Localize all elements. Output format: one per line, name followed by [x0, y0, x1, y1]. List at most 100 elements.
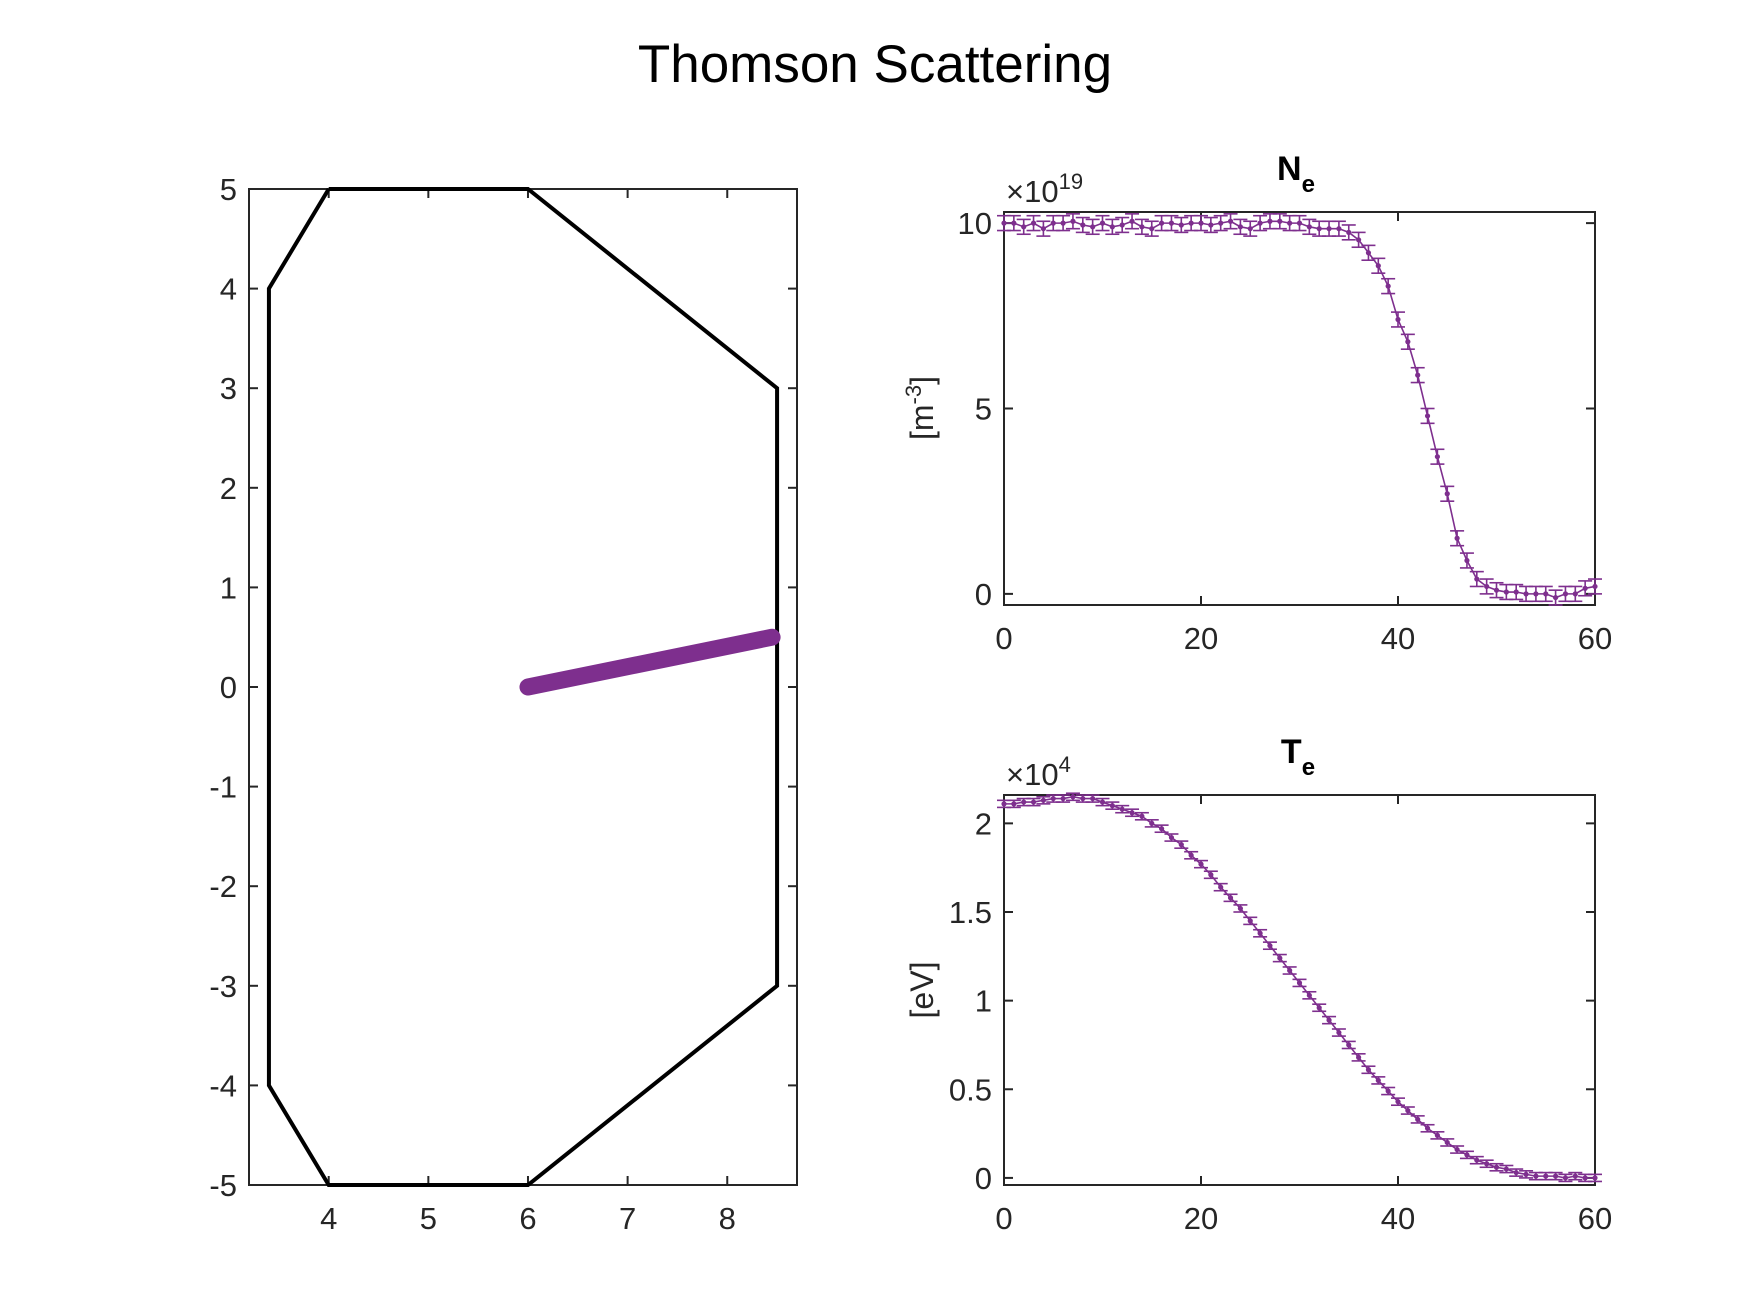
ne-marker: [1257, 220, 1263, 226]
te-marker: [1543, 1173, 1549, 1179]
te-data-point: [1400, 1106, 1415, 1115]
geometry-y-tick-label: 3: [220, 371, 237, 406]
te-data-point: [1568, 1171, 1583, 1181]
te-data-point: [1558, 1173, 1573, 1183]
te-marker: [1444, 1139, 1450, 1146]
te-marker: [1395, 1099, 1401, 1105]
te-exponent-power: 4: [1059, 752, 1071, 777]
te-data-point: [1065, 792, 1080, 802]
te-data-point: [1125, 808, 1140, 818]
te-data-point: [1006, 799, 1021, 809]
ne-data-point: [1509, 583, 1524, 601]
te-marker: [1227, 895, 1234, 901]
te-data-point: [1381, 1086, 1396, 1096]
figure-title: Thomson Scattering: [638, 35, 1112, 94]
ne-y-tick-label: 10: [958, 206, 992, 241]
te-marker: [1267, 943, 1273, 949]
ne-marker: [1247, 226, 1253, 232]
ne-data-point: [1203, 216, 1218, 234]
vessel-outline-line: [266, 187, 780, 1187]
te-data-point: [1115, 804, 1130, 814]
te-data-point: [1548, 1171, 1563, 1181]
ne-data-point: [1026, 214, 1041, 232]
te-data-point: [1085, 794, 1100, 803]
te-marker: [1247, 918, 1253, 924]
ne-marker: [1582, 585, 1588, 591]
te-y-axis-label: [eV]: [904, 962, 940, 1019]
geometry-y-tick-label: 1: [220, 570, 237, 605]
ne-marker: [1572, 591, 1578, 597]
ne-data-point: [1253, 214, 1268, 232]
te-marker: [1287, 967, 1293, 974]
ne-data-point: [1459, 552, 1474, 569]
te-marker: [1040, 797, 1046, 803]
ne-marker: [1464, 557, 1470, 564]
te-marker: [1592, 1175, 1598, 1181]
te-x-tick-label: 20: [1184, 1201, 1218, 1236]
te-marker: [1218, 884, 1224, 890]
ne-data-point: [1351, 231, 1366, 249]
te-marker: [1090, 795, 1096, 802]
te-data-point: [1144, 819, 1159, 828]
te-data-point: [1292, 978, 1307, 988]
ne-marker: [1168, 220, 1175, 226]
te-data-point: [1322, 1015, 1337, 1025]
te-data-point: [1164, 833, 1179, 842]
te-marker: [1109, 803, 1115, 809]
te-data-point: [1341, 1040, 1356, 1050]
ne-data-point: [1272, 213, 1287, 230]
ne-marker: [1277, 218, 1283, 224]
te-marker: [1572, 1173, 1578, 1179]
te-data-point: [1194, 859, 1208, 869]
te-marker: [1326, 1017, 1332, 1023]
ne-plot: 0 20 40 60 10 5 0 Ne ×1019 [m-3]: [901, 150, 1612, 656]
ne-marker: [1306, 224, 1312, 230]
te-marker: [1415, 1116, 1421, 1123]
geometry-y-tick-label: -3: [209, 969, 237, 1004]
te-data-point: [1174, 840, 1189, 849]
te-marker: [1168, 834, 1175, 841]
te-data-point: [1519, 1170, 1534, 1179]
ne-data-point: [1144, 220, 1159, 237]
ne-data-point: [1568, 585, 1583, 603]
te-data-point: [1509, 1168, 1524, 1177]
ne-marker: [1543, 591, 1549, 597]
ne-marker: [1296, 220, 1303, 226]
te-title-main: T: [1281, 733, 1302, 771]
te-marker: [1060, 795, 1066, 802]
ne-title-subscript: e: [1302, 171, 1315, 198]
ne-x-tick-label: 60: [1578, 621, 1612, 656]
te-marker: [1365, 1067, 1372, 1073]
te-data-point: [1213, 882, 1228, 892]
te-marker: [1424, 1125, 1431, 1131]
te-x-tick-label: 0: [995, 1201, 1012, 1236]
te-marker: [1296, 980, 1303, 986]
te-data-point: [1095, 797, 1110, 807]
ne-data-point: [1538, 585, 1553, 603]
ne-data-point: [1125, 213, 1140, 230]
ne-plot-title: Ne: [1277, 150, 1315, 198]
te-data-point: [1154, 824, 1169, 834]
ne-marker: [1080, 222, 1086, 228]
te-plot-frame: [1003, 794, 1596, 1186]
te-marker: [1080, 795, 1086, 802]
ne-marker: [1109, 224, 1115, 230]
ne-data-point: [1233, 218, 1248, 236]
geometry-x-tick-label: 6: [519, 1201, 536, 1236]
ne-marker: [1218, 220, 1224, 226]
te-marker: [1198, 861, 1204, 867]
ne-marker: [1188, 220, 1194, 226]
te-data-point: [1588, 1173, 1602, 1183]
ne-marker: [1395, 316, 1401, 323]
te-data-point: [1312, 1003, 1327, 1013]
geometry-y-tick-label: 2: [220, 471, 237, 506]
ne-marker: [1090, 224, 1096, 230]
ne-data-point: [1085, 218, 1100, 236]
ne-marker: [1267, 218, 1273, 224]
ne-marker: [1040, 226, 1046, 232]
te-marker: [1405, 1107, 1411, 1114]
ne-marker: [1405, 339, 1411, 345]
geometry-plot-series: [266, 187, 781, 1187]
te-x-tick-label: 60: [1578, 1201, 1612, 1236]
ne-data-point: [1410, 366, 1425, 384]
